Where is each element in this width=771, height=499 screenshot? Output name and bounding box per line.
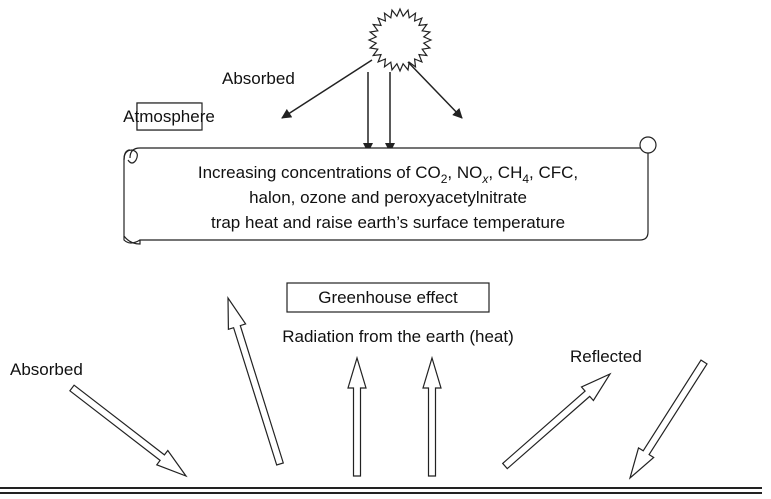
sun [367, 7, 433, 73]
hollow-arrow [347, 355, 367, 477]
scroll-line: halon, ozone and peroxyacetylnitrate [249, 188, 527, 207]
hollow-arrow [628, 359, 708, 480]
greenhouse-box [286, 282, 490, 313]
hollow-arrow [227, 296, 285, 466]
text-run: , NO [447, 163, 482, 182]
subscript: 4 [522, 172, 529, 186]
sun-ray [407, 61, 463, 119]
hollow-arrow [422, 355, 442, 477]
absorbed-top: Absorbed [222, 69, 295, 88]
text-run: Increasing concentrations of CO [198, 163, 441, 182]
scroll-curl [639, 136, 657, 154]
radiation-label: Radiation from the earth (heat) [282, 327, 514, 346]
arrows [69, 296, 708, 480]
hollow-arrow [501, 372, 612, 470]
greenhouse-label: Greenhouse effect [318, 288, 458, 307]
scroll-curl [123, 149, 141, 244]
sun-ray [281, 59, 373, 119]
hollow-arrow [69, 384, 188, 478]
scroll-line: Increasing concentrations of CO2, NOx, C… [198, 163, 578, 186]
reflected-label: Reflected [570, 347, 642, 366]
atmosphere-label: Atmosphere [123, 107, 215, 126]
absorbed-bottom: Absorbed [10, 360, 83, 379]
atmosphere-box [136, 102, 203, 131]
text-run: , CH [488, 163, 522, 182]
sun-outline [367, 7, 433, 73]
subscript: 2 [441, 172, 448, 186]
text-run: , CFC, [529, 163, 578, 182]
subscript: x [481, 172, 489, 186]
scroll-line: trap heat and raise earth’s surface temp… [211, 213, 565, 232]
